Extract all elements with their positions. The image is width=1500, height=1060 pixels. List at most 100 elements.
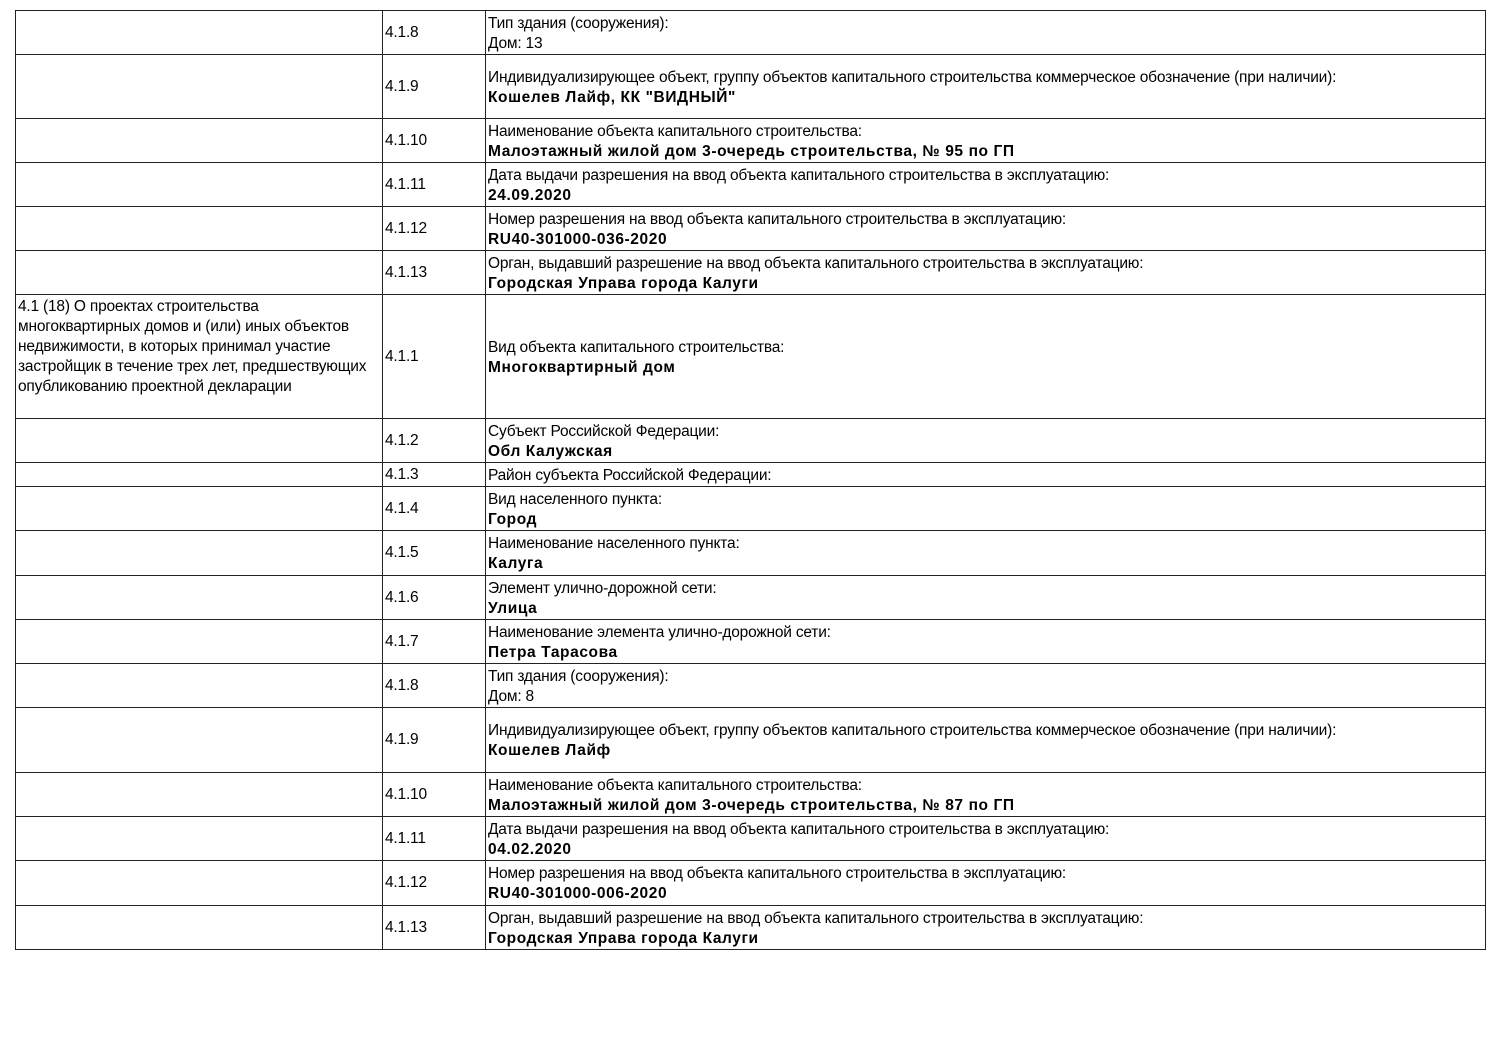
- field-label: Субъект Российской Федерации:: [488, 422, 720, 440]
- section-cell: 4.1 (18) О проектах строительства многок…: [15, 294, 383, 419]
- table-row: 4.1.10 Наименование объекта капитального …: [15, 118, 1486, 163]
- code-cell: 4.1.3: [382, 462, 486, 487]
- content-cell: Номер разрешения на ввод объекта капитал…: [485, 206, 1486, 251]
- field-value: 24.09.2020: [488, 186, 572, 204]
- code-cell: 4.1.4: [382, 486, 486, 531]
- field-value: Дом: 13: [488, 34, 543, 52]
- content-cell: Вид населенного пункта: Город: [485, 486, 1486, 531]
- table-row: 4.1.11 Дата выдачи разрешения на ввод объ…: [15, 816, 1486, 861]
- table-row: 4.1.9 Индивидуализирующее объект, группу …: [15, 707, 1486, 773]
- content-cell: Наименование населенного пункта: Калуга: [485, 530, 1486, 576]
- content-cell: Наименование объекта капитального строит…: [485, 118, 1486, 163]
- field-label: Район субъекта Российской Федерации:: [488, 466, 772, 484]
- content-cell: Индивидуализирующее объект, группу объек…: [485, 54, 1486, 119]
- code-cell: 4.1.11: [382, 816, 486, 861]
- content-cell: Дата выдачи разрешения на ввод объекта к…: [485, 162, 1486, 207]
- section-cell: [15, 206, 383, 251]
- content-cell: Номер разрешения на ввод объекта капитал…: [485, 860, 1486, 906]
- content-cell: Район субъекта Российской Федерации:: [485, 462, 1486, 487]
- content-cell: Орган, выдавший разрешение на ввод объек…: [485, 905, 1486, 950]
- section-cell: [15, 530, 383, 576]
- field-value: Калуга: [488, 555, 544, 572]
- section-cell: [15, 860, 383, 906]
- code-cell: 4.1.9: [382, 707, 486, 773]
- field-value: RU40-301000-036-2020: [488, 230, 668, 248]
- section-cell: [15, 118, 383, 163]
- code-cell: 4.1.2: [382, 418, 486, 463]
- table-row: 4.1.3 Район субъекта Российской Федерации…: [15, 462, 1486, 487]
- code-cell: 4.1.1: [382, 294, 486, 419]
- section-cell: [15, 619, 383, 664]
- field-label: Тип здания (сооружения):: [488, 14, 669, 32]
- code-cell: 4.1.12: [382, 860, 486, 906]
- field-label: Орган, выдавший разрешение на ввод объек…: [488, 909, 1144, 927]
- table-row: 4.1.9 Индивидуализирующее объект, группу …: [15, 54, 1486, 119]
- table-row: 4.1.11 Дата выдачи разрешения на ввод объ…: [15, 162, 1486, 207]
- table-row: 4.1.5 Наименование населенного пункта: Кал…: [15, 530, 1486, 576]
- table-row: 4.1.10 Наименование объекта капитального …: [15, 772, 1486, 817]
- field-value: Петра Тарасова: [488, 643, 618, 661]
- content-cell: Индивидуализирующее объект, группу объек…: [485, 707, 1486, 773]
- code-cell: 4.1.10: [382, 118, 486, 163]
- field-label: Орган, выдавший разрешение на ввод объек…: [488, 254, 1144, 272]
- content-cell: Элемент улично-дорожной сети: Улица: [485, 575, 1486, 620]
- section-cell: [15, 575, 383, 620]
- field-label: Наименование элемента улично-дорожной се…: [488, 623, 831, 641]
- code-cell: 4.1.9: [382, 54, 486, 119]
- section-cell: [15, 162, 383, 207]
- section-cell: [15, 54, 383, 119]
- field-label: Элемент улично-дорожной сети:: [488, 579, 717, 597]
- section-cell: [15, 10, 383, 55]
- field-label: Номер разрешения на ввод объекта капитал…: [488, 210, 1066, 228]
- section-cell: [15, 418, 383, 463]
- field-label: Дата выдачи разрешения на ввод объекта к…: [488, 166, 1110, 184]
- section-cell: [15, 462, 383, 487]
- content-cell: Наименование объекта капитального строит…: [485, 772, 1486, 817]
- field-value: Кошелев Лайф, КК "ВИДНЫЙ": [488, 88, 736, 106]
- section-cell: [15, 486, 383, 531]
- field-value: RU40-301000-006-2020: [488, 885, 668, 902]
- table-row: 4.1.8 Тип здания (сооружения): Дом: 13: [15, 10, 1486, 55]
- code-cell: 4.1.13: [382, 905, 486, 950]
- field-value: Малоэтажный жилой дом 3-очередь строител…: [488, 142, 1015, 160]
- field-value: Городская Управа города Калуги: [488, 929, 759, 947]
- field-value: Улица: [488, 599, 538, 617]
- section-cell: [15, 707, 383, 773]
- code-cell: 4.1.12: [382, 206, 486, 251]
- field-label: Индивидуализирующее объект, группу объек…: [488, 722, 1337, 739]
- content-cell: Вид объекта капитального строительства: М…: [485, 294, 1486, 419]
- code-cell: 4.1.6: [382, 575, 486, 620]
- content-cell: Тип здания (сооружения): Дом: 8: [485, 663, 1486, 708]
- field-label: Индивидуализирующее объект, группу объек…: [488, 68, 1337, 86]
- section-cell: [15, 250, 383, 295]
- field-label: Вид населенного пункта:: [488, 490, 662, 508]
- code-cell: 4.1.8: [382, 663, 486, 708]
- content-cell: Тип здания (сооружения): Дом: 13: [485, 10, 1486, 55]
- field-value: 04.02.2020: [488, 840, 572, 858]
- table-row: 4.1.12 Номер разрешения на ввод объекта к…: [15, 860, 1486, 906]
- code-cell: 4.1.8: [382, 10, 486, 55]
- table-row: 4.1.6 Элемент улично-дорожной сети: Улица: [15, 575, 1486, 620]
- table-row: 4.1.13 Орган, выдавший разрешение на ввод…: [15, 905, 1486, 950]
- table-row: 4.1.2 Субъект Российской Федерации: Обл Ка…: [15, 418, 1486, 463]
- content-cell: Субъект Российской Федерации: Обл Калужск…: [485, 418, 1486, 463]
- section-cell: [15, 905, 383, 950]
- section-cell: [15, 816, 383, 861]
- content-cell: Орган, выдавший разрешение на ввод объек…: [485, 250, 1486, 295]
- content-cell: Наименование элемента улично-дорожной се…: [485, 619, 1486, 664]
- field-label: Наименование объекта капитального строит…: [488, 122, 862, 140]
- table-row: 4.1.12 Номер разрешения на ввод объекта к…: [15, 206, 1486, 251]
- content-cell: Дата выдачи разрешения на ввод объекта к…: [485, 816, 1486, 861]
- field-label: Наименование населенного пункта:: [488, 535, 740, 552]
- table-row: 4.1.7 Наименование элемента улично-дорожн…: [15, 619, 1486, 664]
- code-cell: 4.1.10: [382, 772, 486, 817]
- code-cell: 4.1.7: [382, 619, 486, 664]
- section-cell: [15, 663, 383, 708]
- table-row: 4.1.13 Орган, выдавший разрешение на ввод…: [15, 250, 1486, 295]
- field-label: Номер разрешения на ввод объекта капитал…: [488, 865, 1066, 882]
- field-label: Вид объекта капитального строительства:: [488, 338, 785, 356]
- field-value: Малоэтажный жилой дом 3-очередь строител…: [488, 796, 1015, 814]
- table-row: 4.1.8 Тип здания (сооружения): Дом: 8: [15, 663, 1486, 708]
- field-value: Городская Управа города Калуги: [488, 274, 759, 292]
- field-value: Обл Калужская: [488, 442, 613, 460]
